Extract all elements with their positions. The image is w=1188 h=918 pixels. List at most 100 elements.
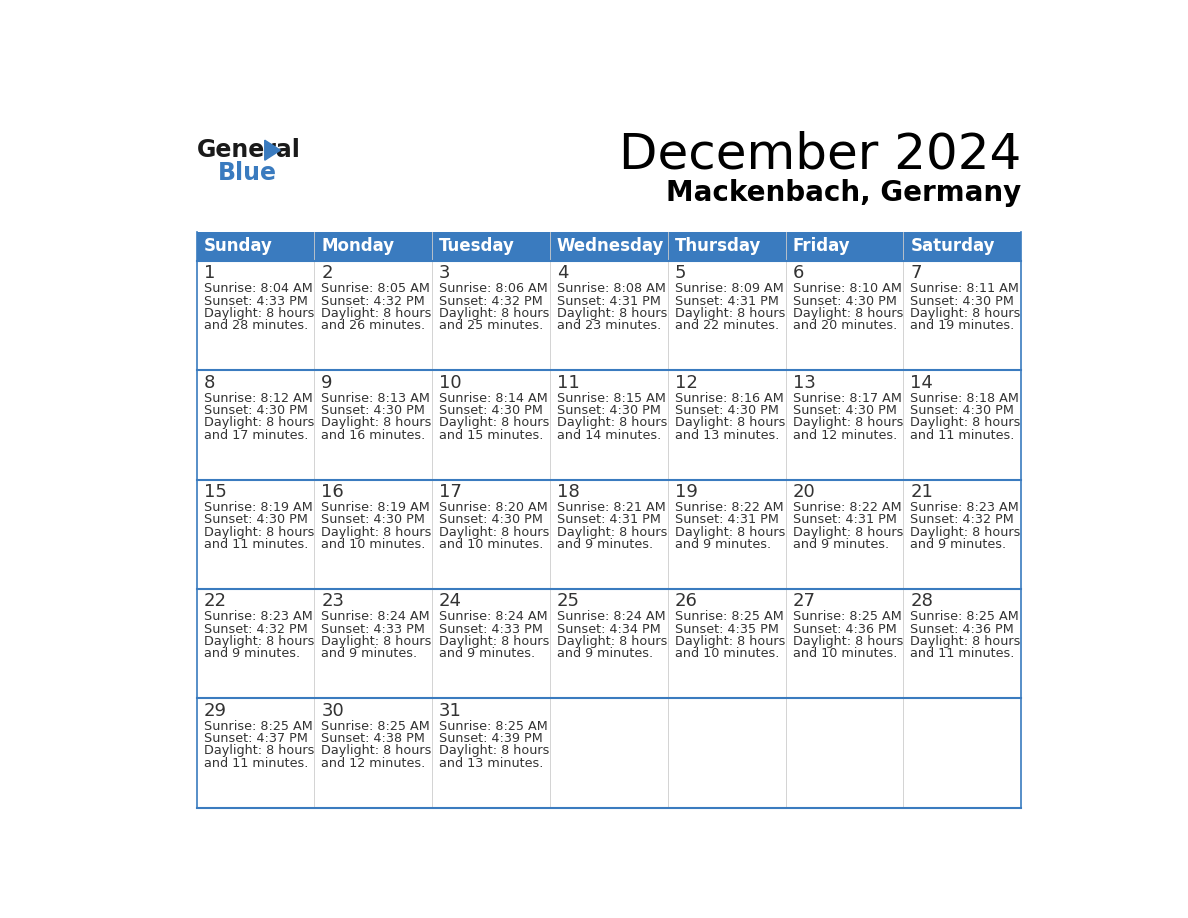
Text: Sunrise: 8:05 AM: Sunrise: 8:05 AM [321,283,430,296]
Text: Sunset: 4:36 PM: Sunset: 4:36 PM [910,622,1015,635]
Text: Daylight: 8 hours: Daylight: 8 hours [675,635,785,648]
Text: 26: 26 [675,592,697,610]
Text: Sunset: 4:31 PM: Sunset: 4:31 PM [557,513,661,526]
Text: and 26 minutes.: and 26 minutes. [321,319,425,332]
Text: 3: 3 [440,264,450,283]
Text: December 2024: December 2024 [619,131,1022,179]
Text: Sunrise: 8:11 AM: Sunrise: 8:11 AM [910,283,1019,296]
Text: and 12 minutes.: and 12 minutes. [321,756,425,769]
Bar [432,371,550,480]
Text: Sunset: 4:31 PM: Sunset: 4:31 PM [792,513,897,526]
Text: Daylight: 8 hours: Daylight: 8 hours [321,635,431,648]
Text: Friday: Friday [792,238,851,255]
Text: Sunday: Sunday [203,238,272,255]
Text: Sunrise: 8:25 AM: Sunrise: 8:25 AM [440,720,548,733]
Text: Daylight: 8 hours: Daylight: 8 hours [440,744,550,757]
Text: Daylight: 8 hours: Daylight: 8 hours [440,416,550,430]
Bar [785,261,903,371]
Text: and 10 minutes.: and 10 minutes. [675,647,779,660]
Text: Sunrise: 8:25 AM: Sunrise: 8:25 AM [203,720,312,733]
Text: Sunset: 4:30 PM: Sunset: 4:30 PM [792,404,897,417]
Text: Thursday: Thursday [675,238,762,255]
Text: Sunset: 4:36 PM: Sunset: 4:36 PM [792,622,896,635]
Bar [550,261,668,371]
Text: 22: 22 [203,592,227,610]
Text: 21: 21 [910,483,934,501]
Text: Daylight: 8 hours: Daylight: 8 hours [321,744,431,757]
Text: Sunrise: 8:22 AM: Sunrise: 8:22 AM [675,501,783,514]
Text: Daylight: 8 hours: Daylight: 8 hours [321,307,431,320]
Text: and 11 minutes.: and 11 minutes. [910,429,1015,442]
Bar [668,371,785,480]
Bar [315,699,432,808]
Text: and 19 minutes.: and 19 minutes. [910,319,1015,332]
Bar [785,699,903,808]
Text: Daylight: 8 hours: Daylight: 8 hours [203,307,314,320]
Bar [550,371,668,480]
Text: Sunset: 4:30 PM: Sunset: 4:30 PM [203,513,308,526]
Text: 12: 12 [675,374,697,392]
Text: 9: 9 [321,374,333,392]
Text: Daylight: 8 hours: Daylight: 8 hours [675,307,785,320]
Bar [903,589,1022,699]
Text: Monday: Monday [321,238,394,255]
Text: 28: 28 [910,592,934,610]
Text: Sunrise: 8:24 AM: Sunrise: 8:24 AM [557,610,665,623]
Text: Sunrise: 8:06 AM: Sunrise: 8:06 AM [440,283,548,296]
Text: Sunset: 4:30 PM: Sunset: 4:30 PM [321,513,425,526]
Text: Saturday: Saturday [910,238,994,255]
Text: and 15 minutes.: and 15 minutes. [440,429,543,442]
Text: Daylight: 8 hours: Daylight: 8 hours [675,416,785,430]
Text: Sunset: 4:30 PM: Sunset: 4:30 PM [792,295,897,308]
Text: Sunset: 4:32 PM: Sunset: 4:32 PM [910,513,1015,526]
Text: Daylight: 8 hours: Daylight: 8 hours [792,416,903,430]
Text: and 11 minutes.: and 11 minutes. [910,647,1015,660]
Bar [432,699,550,808]
Text: Daylight: 8 hours: Daylight: 8 hours [440,307,550,320]
Text: Sunset: 4:30 PM: Sunset: 4:30 PM [440,513,543,526]
Text: Daylight: 8 hours: Daylight: 8 hours [557,307,668,320]
Text: and 17 minutes.: and 17 minutes. [203,429,308,442]
Text: Sunrise: 8:10 AM: Sunrise: 8:10 AM [792,283,902,296]
Text: and 20 minutes.: and 20 minutes. [792,319,897,332]
Text: Sunrise: 8:22 AM: Sunrise: 8:22 AM [792,501,902,514]
Text: Daylight: 8 hours: Daylight: 8 hours [203,635,314,648]
Text: Daylight: 8 hours: Daylight: 8 hours [910,635,1020,648]
Text: Blue: Blue [219,162,277,185]
Bar [432,480,550,589]
Text: Daylight: 8 hours: Daylight: 8 hours [203,526,314,539]
Bar [315,261,432,371]
Text: Sunset: 4:30 PM: Sunset: 4:30 PM [203,404,308,417]
Bar [550,589,668,699]
Text: 18: 18 [557,483,580,501]
Text: Sunrise: 8:25 AM: Sunrise: 8:25 AM [910,610,1019,623]
Text: Sunset: 4:37 PM: Sunset: 4:37 PM [203,732,308,745]
Bar [785,480,903,589]
Bar [668,480,785,589]
Text: 5: 5 [675,264,687,283]
Bar [903,699,1022,808]
Text: Daylight: 8 hours: Daylight: 8 hours [321,416,431,430]
Text: Daylight: 8 hours: Daylight: 8 hours [910,416,1020,430]
Text: 7: 7 [910,264,922,283]
Text: Daylight: 8 hours: Daylight: 8 hours [440,526,550,539]
Bar [550,699,668,808]
Text: Daylight: 8 hours: Daylight: 8 hours [321,526,431,539]
Bar [315,371,432,480]
Text: and 9 minutes.: and 9 minutes. [557,647,653,660]
Text: and 10 minutes.: and 10 minutes. [440,538,543,551]
Text: 17: 17 [440,483,462,501]
Text: and 14 minutes.: and 14 minutes. [557,429,662,442]
Text: Sunset: 4:30 PM: Sunset: 4:30 PM [321,404,425,417]
Text: Sunrise: 8:23 AM: Sunrise: 8:23 AM [910,501,1019,514]
Text: Daylight: 8 hours: Daylight: 8 hours [557,526,668,539]
Text: Sunset: 4:35 PM: Sunset: 4:35 PM [675,622,778,635]
Text: 23: 23 [321,592,345,610]
Text: and 23 minutes.: and 23 minutes. [557,319,662,332]
Text: Sunrise: 8:25 AM: Sunrise: 8:25 AM [321,720,430,733]
Text: and 9 minutes.: and 9 minutes. [557,538,653,551]
Text: and 9 minutes.: and 9 minutes. [321,647,417,660]
Text: 6: 6 [792,264,804,283]
Polygon shape [265,140,280,161]
Text: Sunset: 4:30 PM: Sunset: 4:30 PM [557,404,661,417]
